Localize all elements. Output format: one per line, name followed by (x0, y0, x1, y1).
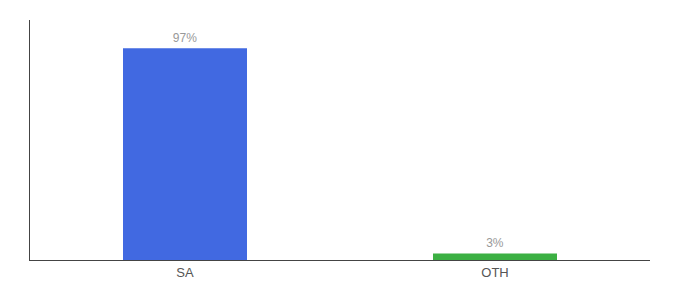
svg-text:3%: 3% (486, 236, 504, 250)
svg-text:SA: SA (176, 265, 194, 280)
svg-text:97%: 97% (173, 31, 197, 45)
svg-text:OTH: OTH (481, 265, 508, 280)
